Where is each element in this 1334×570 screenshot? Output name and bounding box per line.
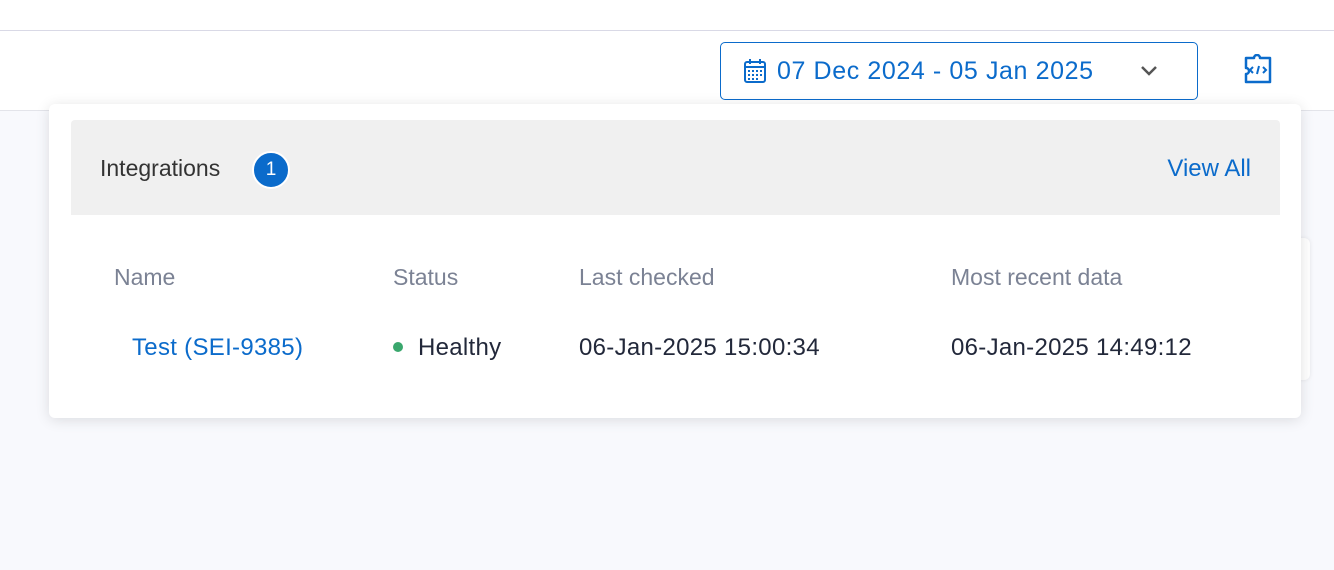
- chevron-down-icon: [1141, 66, 1157, 76]
- status-dot-icon: [393, 341, 403, 352]
- view-all-link[interactable]: View All: [1167, 155, 1251, 182]
- column-header-most-recent-data: Most recent data: [951, 264, 1123, 290]
- integrations-popover: Integrations 1 View All Name Status Last…: [49, 104, 1301, 418]
- column-header-name: Name: [114, 264, 176, 290]
- integrations-count-badge: 1: [252, 151, 290, 189]
- puzzle-code-icon[interactable]: [1240, 54, 1276, 86]
- integration-status: Healthy: [393, 334, 501, 362]
- integrations-header: Integrations 1 View All: [71, 120, 1280, 215]
- column-header-status: Status: [393, 264, 459, 290]
- most-recent-data-value: 06-Jan-2025 14:49:12: [951, 334, 1192, 361]
- date-range-picker[interactable]: 07 Dec 2024 - 05 Jan 2025: [720, 42, 1198, 100]
- calendar-icon: [744, 59, 766, 83]
- last-checked-value: 06-Jan-2025 15:00:34: [579, 334, 820, 361]
- integrations-title: Integrations: [100, 155, 221, 181]
- integration-name-link[interactable]: Test (SEI-9385): [132, 334, 304, 361]
- date-range-label: 07 Dec 2024 - 05 Jan 2025: [777, 56, 1094, 85]
- top-bar: [0, 0, 1334, 31]
- status-label: Healthy: [418, 334, 502, 361]
- column-header-last-checked: Last checked: [579, 264, 715, 290]
